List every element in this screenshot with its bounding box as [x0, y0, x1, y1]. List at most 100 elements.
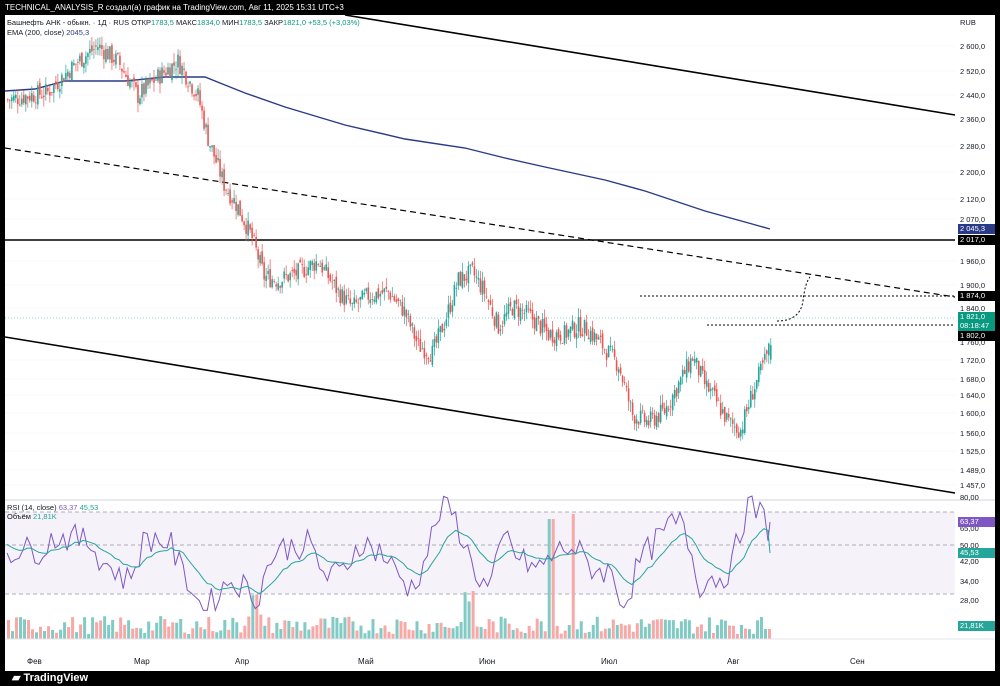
candle-body — [397, 298, 400, 302]
volume-bar — [419, 630, 423, 639]
candle-body — [503, 314, 506, 325]
price-tick: 1 840,0 — [960, 304, 986, 313]
candle-body — [725, 412, 728, 420]
month-label: Июн — [479, 657, 496, 666]
volume-bar — [371, 619, 375, 639]
volume-value: 21,81K — [33, 512, 57, 521]
candle-body — [659, 404, 662, 423]
candle-body — [763, 353, 766, 360]
candle-body — [297, 263, 299, 280]
candle-body — [479, 278, 482, 293]
candle-body — [415, 336, 418, 342]
candle-body — [63, 78, 65, 83]
candle-body — [207, 124, 209, 146]
candle-body — [151, 79, 153, 81]
candle-body — [233, 198, 235, 204]
price-tick: 1 760,0 — [960, 338, 986, 347]
candle-body — [193, 94, 195, 97]
volume-legend[interactable]: Объём 21,81K — [7, 512, 57, 521]
candle-body — [241, 215, 243, 222]
candle-body — [27, 96, 29, 99]
candle-body — [637, 421, 640, 425]
candle-body — [435, 336, 438, 343]
rsi-legend[interactable]: RSI (14, close) 63,37 45,53 — [7, 503, 98, 512]
volume-bar — [207, 617, 211, 639]
volume-bar — [135, 627, 139, 639]
candle-body — [625, 385, 628, 388]
candle-body — [91, 45, 93, 52]
candle-body — [603, 349, 606, 351]
volume-bar — [251, 595, 255, 639]
candle-body — [759, 363, 762, 371]
volume-bar — [311, 626, 315, 639]
grid — [5, 45, 955, 486]
volume-bar — [91, 617, 95, 639]
candle-body — [627, 388, 630, 402]
volume-bar — [343, 617, 347, 639]
volume-bar — [587, 631, 591, 639]
volume-bar — [159, 616, 163, 639]
candle-body — [447, 304, 450, 318]
candles — [7, 36, 772, 441]
candle-body — [509, 302, 512, 307]
candle-body — [205, 124, 207, 128]
candle-body — [705, 380, 708, 387]
volume-bar — [99, 620, 103, 639]
volume-bar — [515, 628, 519, 639]
candle-body — [37, 85, 39, 105]
volume-bar — [751, 633, 755, 639]
candle-body — [733, 426, 736, 428]
candle-body — [455, 287, 458, 289]
volume-bar — [519, 631, 523, 639]
volume-bar — [111, 619, 115, 639]
candle-body — [631, 402, 634, 415]
candle-body — [217, 158, 219, 161]
price-tick: 1 640,0 — [960, 391, 986, 400]
candle-body — [333, 279, 336, 281]
volume-bars — [7, 514, 771, 639]
currency-label: RUB — [960, 18, 976, 27]
candle-body — [567, 329, 570, 337]
candle-body — [501, 326, 504, 328]
volume-bar — [399, 621, 403, 639]
chart-area[interactable]: Башнефть АНК - обыкн. · 1Д · RUS ОТКР178… — [5, 15, 995, 671]
volume-bar — [347, 616, 351, 639]
candle-body — [395, 299, 398, 302]
candle-body — [403, 306, 406, 316]
candle-body — [633, 416, 636, 424]
footer: ▰ TradingView — [0, 671, 1000, 686]
candle-body — [237, 204, 239, 215]
candle-body — [47, 87, 49, 92]
volume-bar — [267, 617, 271, 639]
volume-bar — [323, 618, 327, 639]
candle-body — [413, 327, 416, 339]
symbol-name: Башнефть АНК - обыкн. · 1Д · RUS — [7, 18, 130, 27]
candle-body — [417, 338, 420, 339]
candle-body — [71, 61, 73, 81]
channel-lower-line — [5, 336, 956, 494]
candle-body — [477, 277, 480, 280]
volume-bar — [735, 633, 739, 639]
ema-legend[interactable]: EMA (200, close) 2045,3 — [7, 28, 89, 37]
volume-bar — [563, 630, 567, 639]
candle-body — [211, 145, 213, 148]
candle-body — [7, 99, 9, 101]
tradingview-logo[interactable]: ▰ TradingView — [12, 671, 88, 684]
candle-body — [39, 82, 41, 95]
volume-bar — [571, 514, 575, 639]
candle-body — [709, 388, 712, 392]
candle-body — [213, 145, 215, 157]
candle-body — [311, 261, 313, 266]
candle-body — [655, 416, 658, 428]
candle-body — [247, 220, 249, 236]
volume-bar — [739, 624, 743, 639]
candle-body — [619, 367, 622, 374]
candle-body — [43, 95, 45, 98]
chart-svg[interactable] — [5, 15, 995, 671]
volume-bar — [123, 624, 127, 639]
volume-bar — [591, 624, 595, 639]
candle-body — [273, 281, 275, 282]
candle-body — [601, 333, 604, 349]
candle-body — [407, 313, 410, 315]
candle-body — [645, 419, 648, 425]
